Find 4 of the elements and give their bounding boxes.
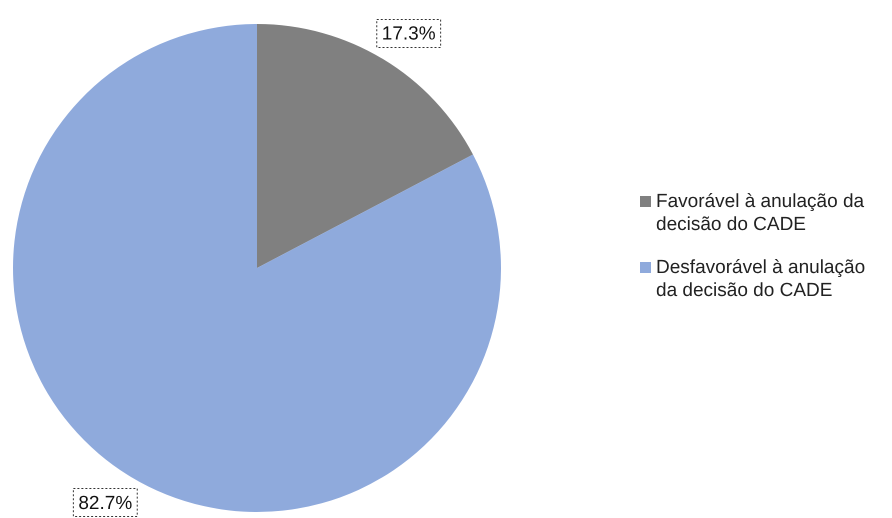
data-label: 82.7% <box>78 492 132 514</box>
data-label: 17.3% <box>382 24 436 45</box>
legend-label: Desfavorável à anulação da decisão do CADE <box>656 256 866 302</box>
legend-label: Favorável à anulação da decisão do CADE <box>656 190 866 236</box>
